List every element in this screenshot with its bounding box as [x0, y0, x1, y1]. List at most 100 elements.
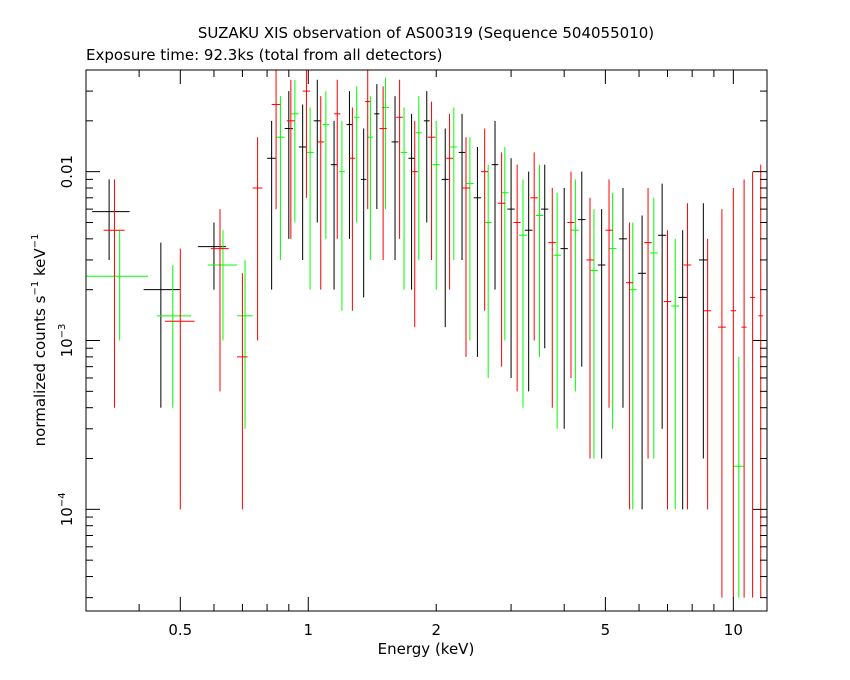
data-point: [415, 96, 422, 260]
data-point: [103, 179, 125, 408]
data-point: [408, 113, 415, 290]
y-axis-label-exp1: −1: [30, 281, 41, 296]
data-point: [644, 188, 652, 459]
y-tick-label-exp: −3: [57, 324, 68, 339]
data-point: [423, 91, 430, 223]
data-point: [367, 96, 373, 260]
data-point: [353, 86, 360, 223]
y-axis-label-mid: keV: [31, 248, 49, 281]
data-point: [197, 222, 226, 290]
data-point: [92, 179, 130, 260]
data-point: [458, 113, 466, 260]
data-point: [567, 171, 575, 378]
data-point: [671, 238, 680, 510]
data-point: [164, 248, 195, 510]
data-point: [535, 164, 544, 357]
data-point: [313, 79, 321, 223]
data-point: [663, 230, 672, 510]
data-point: [698, 203, 708, 459]
data-point: [625, 222, 634, 510]
data-point: [608, 192, 617, 429]
x-axis-label: Energy (keV): [378, 640, 475, 658]
data-point: [491, 120, 499, 290]
data-point: [450, 107, 458, 260]
data-point: [541, 164, 549, 349]
data-point: [530, 152, 538, 341]
data-point: [271, 70, 281, 210]
chart-subtitle: Exposure time: 92.3ks (total from all de…: [86, 46, 442, 64]
data-point: [750, 171, 756, 598]
y-tick-label: 0.01: [58, 155, 76, 188]
data-point: [156, 264, 192, 408]
data-point: [237, 259, 253, 429]
data-point: [730, 188, 737, 598]
data-point: [649, 197, 658, 459]
data-point: [484, 164, 492, 378]
data-point: [322, 91, 330, 239]
data-point: [507, 158, 515, 378]
y-tick-label-base: 10: [58, 338, 76, 357]
y-tick-label-base: 10: [58, 507, 76, 526]
data-layer: [86, 70, 764, 598]
y-tick-label: 10−4: [57, 492, 76, 526]
data-point: [577, 171, 586, 367]
x-tick-label: 5: [601, 621, 611, 639]
data-point: [758, 164, 764, 598]
data-point: [411, 120, 418, 328]
y-tick-label-exp: −4: [57, 492, 68, 507]
x-tick-label: 10: [724, 621, 743, 639]
data-point: [497, 152, 506, 367]
y-axis-label: normalized counts s−1 keV−1: [30, 234, 49, 447]
data-point: [284, 91, 293, 239]
data-point: [473, 146, 482, 357]
data-point: [290, 79, 299, 223]
data-point: [276, 96, 285, 260]
y-axis-label-exp2: −1: [30, 234, 41, 249]
data-point: [349, 107, 356, 311]
data-point: [703, 238, 712, 510]
data-point: [571, 179, 580, 392]
data-point: [638, 215, 646, 510]
y-tick-label: 10−3: [57, 324, 76, 358]
data-point: [658, 183, 667, 429]
data-point: [143, 242, 181, 408]
data-point: [286, 79, 295, 239]
data-point: [465, 137, 474, 341]
data-point: [400, 107, 408, 290]
data-point: [481, 128, 489, 311]
data-point: [678, 230, 687, 510]
data-point: [441, 128, 449, 328]
data-point: [589, 209, 598, 459]
data-point: [741, 179, 747, 598]
data-point: [513, 164, 521, 392]
data-point: [548, 188, 557, 408]
data-point: [605, 179, 613, 408]
data-point: [560, 188, 568, 429]
data-point: [252, 137, 263, 341]
data-point: [553, 192, 561, 429]
data-point: [446, 113, 453, 290]
data-point: [210, 209, 229, 392]
data-point: [346, 91, 353, 239]
x-tick-label: 0.5: [168, 621, 192, 639]
data-point: [298, 104, 307, 260]
data-point: [683, 203, 692, 510]
y-axis-label-base: normalized counts s: [31, 295, 49, 446]
x-tick-label: 1: [303, 621, 313, 639]
data-point: [391, 96, 399, 260]
data-point: [330, 120, 338, 290]
data-point: [396, 79, 403, 239]
data-point: [518, 179, 527, 408]
data-point: [86, 230, 149, 341]
data-point: [586, 197, 594, 459]
data-point: [432, 120, 440, 290]
data-point: [717, 209, 726, 598]
data-point: [379, 86, 387, 260]
data-point: [427, 101, 436, 260]
data-point: [462, 137, 470, 357]
data-point: [365, 70, 371, 210]
data-point: [374, 84, 380, 210]
data-point: [618, 188, 627, 408]
data-point: [500, 146, 509, 341]
